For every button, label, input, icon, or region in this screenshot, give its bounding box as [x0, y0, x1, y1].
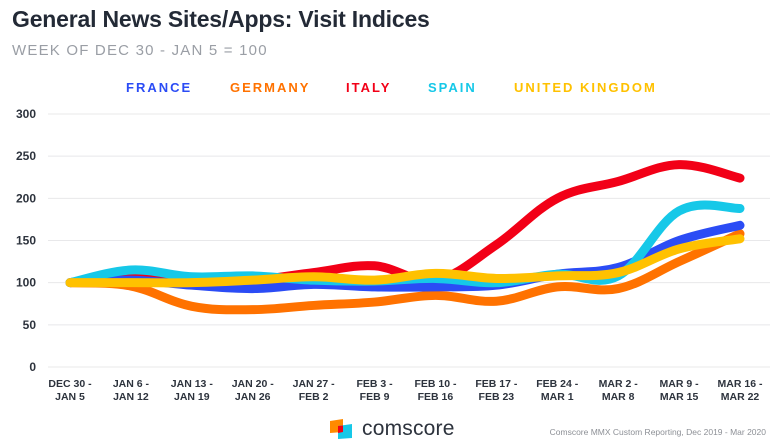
y-tick-label: 250 — [16, 149, 36, 163]
y-axis: 0 50 100 150 200 250 300 — [16, 107, 36, 374]
x-tick-label: MAR 2 -MAR 8 — [599, 378, 639, 403]
x-tick-label: FEB 17 -FEB 23 — [475, 378, 518, 403]
legend: FRANCE GERMANY ITALY SPAIN UNITED KINGDO… — [0, 80, 780, 98]
x-tick-label: JAN 6 -JAN 12 — [113, 378, 150, 403]
x-tick-label: JAN 13 -JAN 19 — [171, 378, 214, 403]
legend-item-united-kingdom: UNITED KINGDOM — [514, 80, 657, 95]
x-tick-label: MAR 16 -MAR 22 — [718, 378, 763, 403]
y-tick-label: 50 — [23, 318, 37, 332]
series-line-united-kingdom — [65, 234, 745, 288]
series-lines — [65, 160, 745, 315]
legend-item-italy: ITALY — [346, 80, 392, 95]
legend-item-france: FRANCE — [126, 80, 193, 95]
legend-item-spain: SPAIN — [428, 80, 477, 95]
x-tick-label: JAN 20 -JAN 26 — [232, 378, 275, 403]
x-tick-label: FEB 10 -FEB 16 — [414, 378, 457, 403]
gridlines — [48, 113, 770, 368]
y-tick-label: 200 — [16, 191, 36, 205]
y-tick-label: 100 — [16, 276, 36, 290]
x-axis: DEC 30 -JAN 5 JAN 6 -JAN 12 JAN 13 -JAN 19… — [48, 378, 763, 403]
brand-name: comscore — [362, 417, 455, 440]
comscore-logo-icon — [330, 418, 352, 439]
y-tick-label: 150 — [16, 234, 36, 248]
x-tick-label: FEB 3 -FEB 9 — [356, 378, 393, 403]
chart-title: General News Sites/Apps: Visit Indices — [12, 6, 430, 32]
x-tick-label: DEC 30 -JAN 5 — [48, 378, 92, 403]
source-note: Comscore MMX Custom Reporting, Dec 2019 … — [549, 427, 766, 437]
y-tick-label: 0 — [29, 360, 36, 374]
chart-subtitle: WEEK OF DEC 30 - JAN 5 = 100 — [12, 42, 268, 59]
y-tick-label: 300 — [16, 107, 36, 121]
series-line-germany — [65, 229, 745, 315]
x-tick-label: JAN 27 -FEB 2 — [293, 378, 336, 403]
x-tick-label: MAR 9 -MAR 15 — [660, 378, 700, 403]
legend-item-germany: GERMANY — [230, 80, 311, 95]
x-tick-label: FEB 24 -MAR 1 — [536, 378, 579, 403]
comscore-logo: comscore — [330, 418, 455, 439]
